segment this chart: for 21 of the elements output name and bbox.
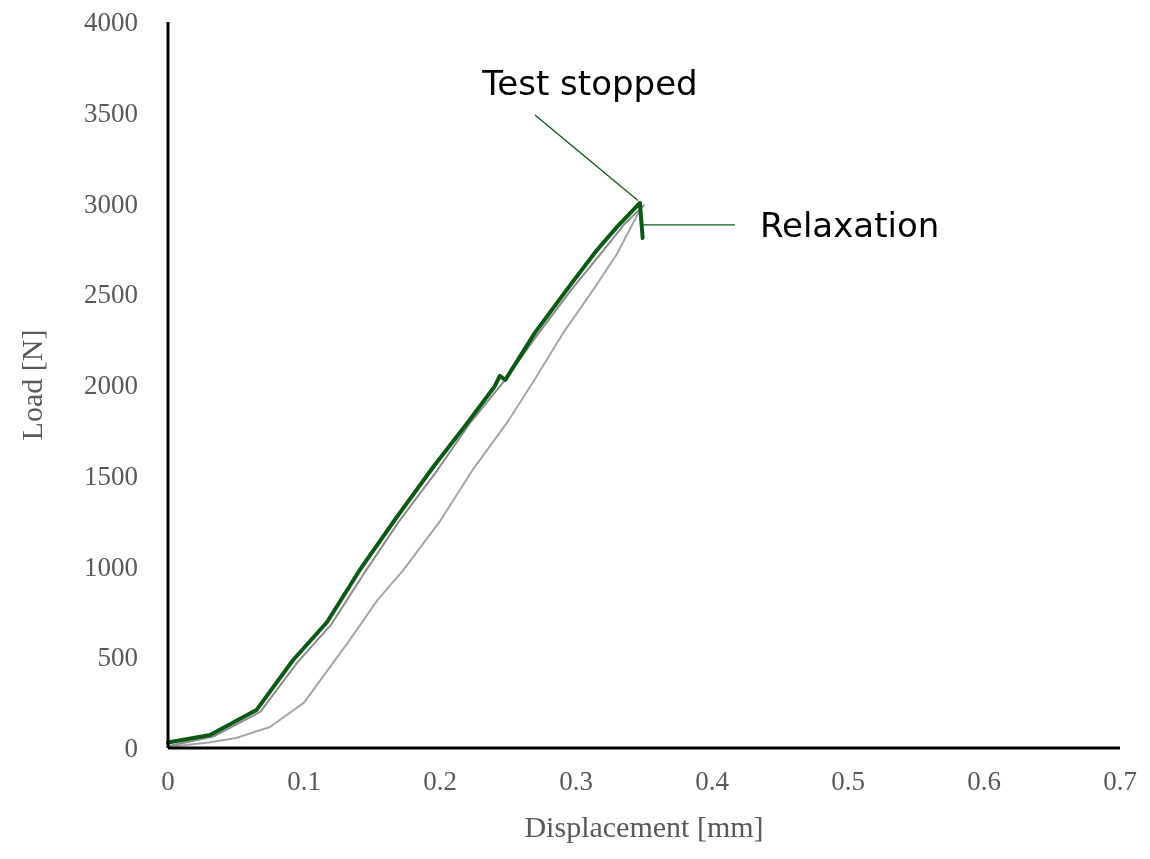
x-tick-label: 0.7: [1103, 766, 1137, 796]
y-tick-label: 2500: [84, 279, 138, 310]
x-tick-label: 0.5: [831, 766, 865, 796]
x-tick-label: 0.2: [423, 766, 457, 796]
x-axis-title: Displacement [mm]: [524, 810, 764, 843]
annotation: Test stopped: [481, 63, 698, 103]
x-tick-label: 0.4: [695, 766, 730, 796]
y-tick-label: 4000: [84, 7, 138, 37]
y-axis-title: Load [N]: [15, 329, 48, 441]
y-tick-label: 1500: [84, 460, 138, 491]
x-tick-label: 0: [161, 766, 175, 796]
y-tick-label: 3000: [84, 188, 138, 219]
y-tick-label: 2000: [84, 370, 138, 400]
y-tick-label: 0: [124, 733, 138, 763]
x-tick-label: 0.1: [287, 766, 321, 796]
y-tick-label: 1000: [84, 551, 138, 582]
x-tick-label: 0.6: [967, 766, 1001, 796]
y-tick-label: 500: [97, 642, 138, 673]
y-tick-label: 3500: [84, 97, 138, 128]
annotation: Relaxation: [759, 204, 940, 245]
x-tick-label: 0.3: [559, 766, 593, 796]
